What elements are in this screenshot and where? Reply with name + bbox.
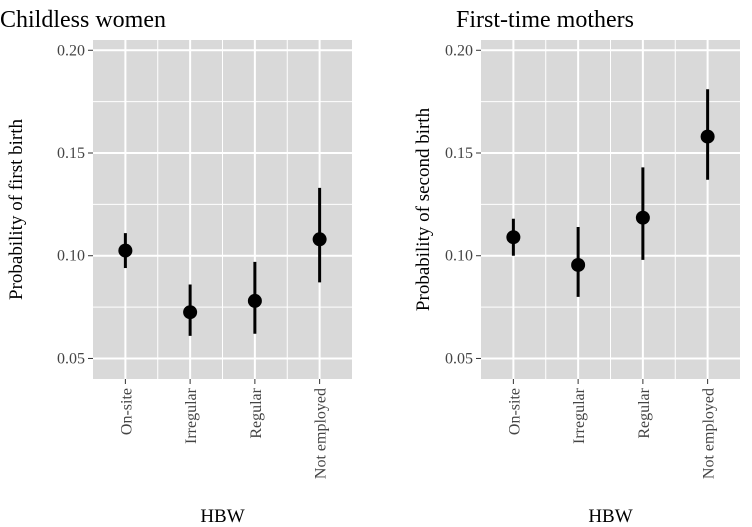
y-tick-label: 0.20 (445, 42, 473, 59)
x-tick-label: On-site (118, 388, 135, 435)
data-point (506, 230, 521, 245)
y-tick-label: 0.10 (57, 248, 85, 265)
data-point (247, 293, 262, 308)
y-tick-label: 0.05 (445, 350, 473, 367)
data-point (700, 129, 715, 144)
data-point (571, 257, 586, 272)
y-tick-label: 0.15 (57, 145, 85, 162)
y-axis-title: Probability of second birth (413, 107, 434, 311)
panel-2: 0.05 0.10 0.15 0.20 On-site Irregular Regular N… (413, 7, 740, 527)
data-point (635, 210, 650, 225)
data-point (312, 232, 327, 247)
x-tick-label: Regular (636, 387, 653, 438)
y-tick-label: 0.05 (57, 350, 85, 367)
data-point (183, 305, 198, 320)
x-tick-label: Irregular (183, 387, 200, 444)
x-tick-label: Not employed (313, 388, 330, 479)
chart-title: Childless women (0, 7, 166, 33)
x-tick-label: Not employed (701, 388, 718, 479)
data-point (118, 243, 133, 258)
y-axis-title: Probability of first birth (6, 118, 27, 300)
x-tick-label: Irregular (571, 387, 588, 444)
x-tick-label: Regular (248, 387, 265, 438)
x-axis-title: HBW (588, 506, 632, 527)
x-axis-title: HBW (200, 506, 244, 527)
y-tick-label: 0.20 (57, 42, 85, 59)
y-tick-label: 0.15 (445, 145, 473, 162)
x-tick-label: On-site (506, 388, 523, 435)
y-tick-label: 0.10 (445, 248, 473, 265)
chart-title: First-time mothers (456, 7, 634, 33)
panel-1: 0.05 0.10 0.15 0.20 On-site Irregular Regular N… (0, 7, 352, 527)
